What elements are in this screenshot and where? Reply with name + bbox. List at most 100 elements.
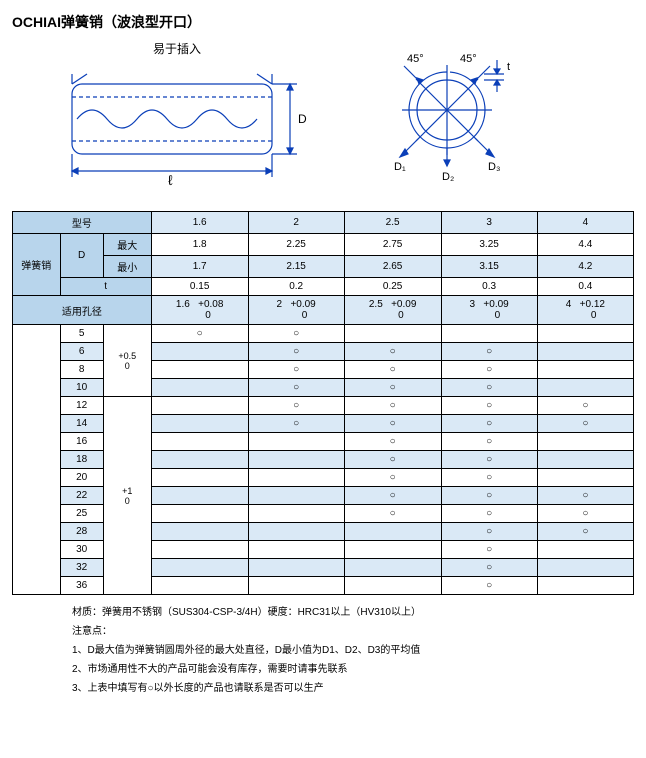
table-cell: 5 (60, 325, 103, 343)
table-cell: 30 (60, 541, 103, 559)
table-cell: ○ (441, 487, 537, 505)
table-cell: ○ (441, 469, 537, 487)
note-material: 材质：弹簧用不锈钢（SUS304-CSP-3/4H）硬度：HRC31以上（HV3… (72, 603, 634, 622)
side-d-label: D (298, 112, 307, 126)
table-cell: ○ (537, 523, 633, 541)
table-cell: ○ (344, 415, 441, 433)
table-cell: ○ (344, 487, 441, 505)
table-cell: ○ (537, 487, 633, 505)
table-cell: 36 (60, 577, 103, 595)
table-cell (344, 523, 441, 541)
table-cell: ○ (441, 559, 537, 577)
table-cell: 0.2 (248, 278, 344, 296)
table-cell (151, 379, 248, 397)
table-cell: 2.75 (344, 234, 441, 256)
table-cell: ○ (344, 451, 441, 469)
table-cell (151, 433, 248, 451)
table-cell: 1.6 (151, 212, 248, 234)
table-cell: 6 (60, 343, 103, 361)
header-t: t (60, 278, 151, 296)
table-cell: 22 (60, 487, 103, 505)
table-cell (151, 487, 248, 505)
table-cell (151, 415, 248, 433)
table-cell: ○ (344, 469, 441, 487)
note-1: 1、D最大值为弹簧销圆周外径的最大处直径，D最小值为D1、D2、D3的平均值 (72, 641, 634, 660)
table-cell (151, 505, 248, 523)
table-cell: ○ (441, 379, 537, 397)
note-3: 3、上表中填写有○以外长度的产品也请联系是否可以生产 (72, 679, 634, 698)
header-model: 型号 (13, 212, 152, 234)
t-label: t (507, 61, 510, 73)
table-cell (151, 577, 248, 595)
table-cell (151, 397, 248, 415)
table-cell: ○ (441, 415, 537, 433)
table-cell: ○ (537, 505, 633, 523)
d2-label: D₂ (442, 171, 454, 183)
table-cell (344, 577, 441, 595)
table-cell: ○ (441, 505, 537, 523)
note-2: 2、市场通用性不大的产品可能会没有库存，需要时请事先联系 (72, 660, 634, 679)
table-cell (248, 469, 344, 487)
table-cell (151, 541, 248, 559)
table-cell: 0.15 (151, 278, 248, 296)
notes-block: 材质：弹簧用不锈钢（SUS304-CSP-3/4H）硬度：HRC31以上（HV3… (12, 603, 634, 698)
table-cell: 3 (441, 212, 537, 234)
table-cell (248, 541, 344, 559)
table-cell: 0.25 (344, 278, 441, 296)
table-cell (151, 469, 248, 487)
header-D: D (60, 234, 103, 278)
table-cell: 0.4 (537, 278, 633, 296)
header-hole: 适用孔径 (13, 296, 152, 325)
table-cell: ○ (344, 343, 441, 361)
end-view-diagram: 45° 45° t D₁ D₂ D₃ (352, 40, 542, 193)
note-heading: 注意点： (72, 622, 634, 641)
table-cell (151, 361, 248, 379)
d1-label: D₁ (394, 161, 406, 173)
table-cell: 1.8 (151, 234, 248, 256)
table-cell (151, 523, 248, 541)
table-cell: 1.7 (151, 256, 248, 278)
table-cell: ○ (248, 415, 344, 433)
table-cell: ○ (537, 397, 633, 415)
table-cell: ○ (248, 325, 344, 343)
table-cell: 2.5 +0.09 0 (344, 296, 441, 325)
angle-l-label: 45° (407, 53, 424, 65)
table-cell: 2 +0.09 0 (248, 296, 344, 325)
table-cell: 12 (60, 397, 103, 415)
table-cell (344, 541, 441, 559)
table-cell: ○ (151, 325, 248, 343)
table-cell: 3.15 (441, 256, 537, 278)
table-cell: ○ (344, 397, 441, 415)
table-cell: ○ (441, 343, 537, 361)
table-cell: ○ (537, 415, 633, 433)
table-cell: 3.25 (441, 234, 537, 256)
table-cell (537, 469, 633, 487)
side-l-label: ℓ (168, 172, 173, 188)
diagram-row: 易于插入 D ℓ (12, 40, 634, 193)
spec-table: 型号1.622.534弹簧销D最大1.82.252.753.254.4最小1.7… (12, 211, 634, 595)
table-cell (537, 361, 633, 379)
table-cell (13, 325, 61, 595)
d3-label: D₃ (488, 161, 500, 173)
table-cell: 0.3 (441, 278, 537, 296)
table-cell: 3 +0.09 0 (441, 296, 537, 325)
table-cell (151, 343, 248, 361)
table-cell: 2 (248, 212, 344, 234)
table-cell: ○ (441, 361, 537, 379)
side-view-diagram: 易于插入 D ℓ (42, 40, 312, 193)
table-cell: ○ (441, 433, 537, 451)
table-cell (537, 451, 633, 469)
table-cell (537, 433, 633, 451)
table-cell (248, 451, 344, 469)
table-cell: ○ (441, 541, 537, 559)
header-max: 最大 (103, 234, 151, 256)
table-cell: 4 +0.12 0 (537, 296, 633, 325)
table-cell (248, 577, 344, 595)
table-cell: 28 (60, 523, 103, 541)
table-cell: 2.15 (248, 256, 344, 278)
table-cell (537, 379, 633, 397)
table-cell (344, 325, 441, 343)
table-cell: 32 (60, 559, 103, 577)
table-cell: ○ (248, 397, 344, 415)
header-min: 最小 (103, 256, 151, 278)
